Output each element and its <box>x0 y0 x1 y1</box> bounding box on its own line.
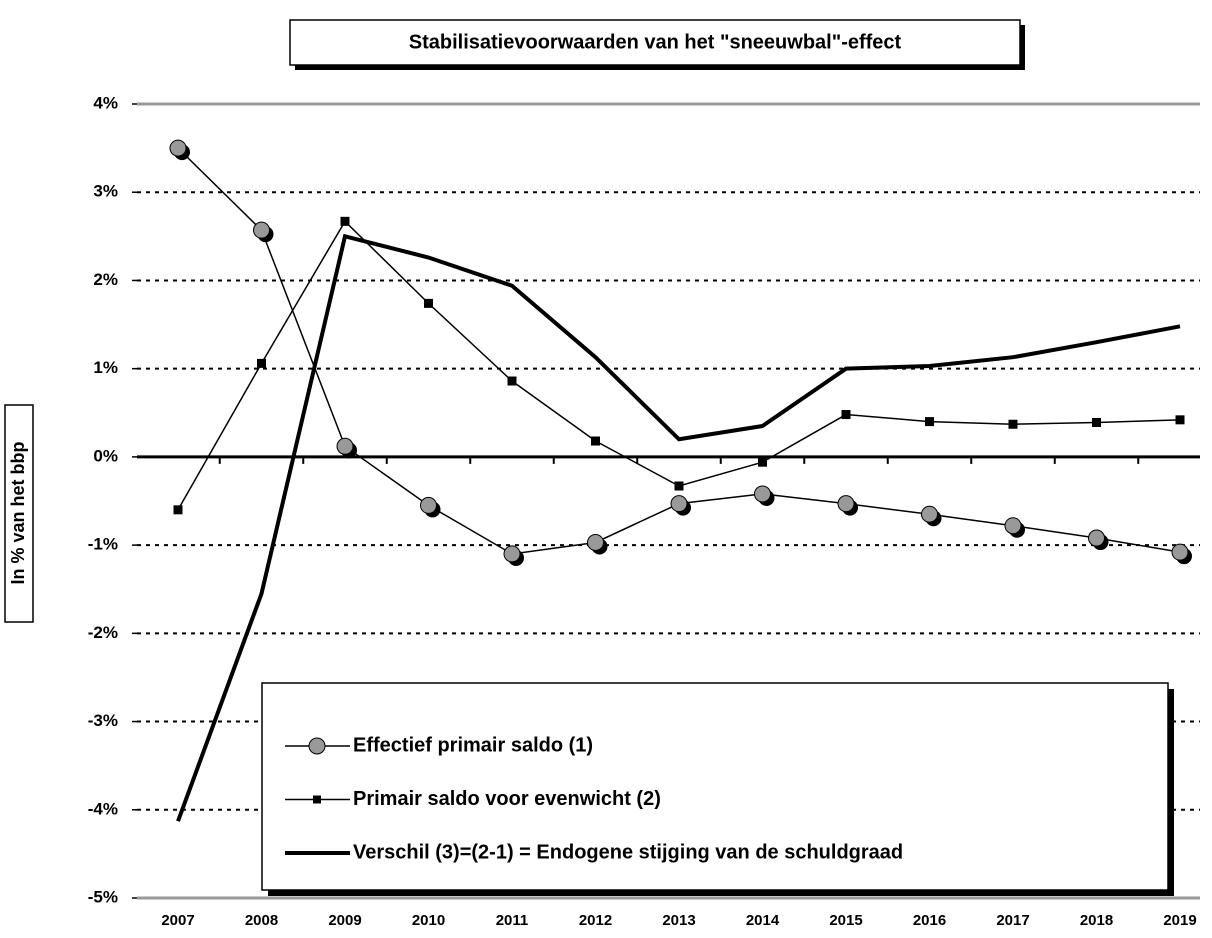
marker <box>591 436 600 446</box>
marker <box>587 533 604 551</box>
marker <box>1088 529 1105 547</box>
marker <box>1004 517 1022 535</box>
marker <box>1008 419 1018 429</box>
marker <box>1092 417 1101 427</box>
marker <box>340 216 350 226</box>
legend <box>261 682 1169 891</box>
marker <box>837 495 855 513</box>
legend-marker <box>313 795 321 804</box>
marker <box>503 545 521 563</box>
marker <box>420 496 437 514</box>
marker <box>169 139 187 157</box>
series-line <box>177 220 1181 511</box>
x-tick-label: 2015 <box>829 912 862 929</box>
y-tick-label: -4% <box>88 799 118 818</box>
x-tick-label: 2013 <box>662 912 695 929</box>
y-tick-label: -1% <box>88 535 118 554</box>
x-tick-label: 2007 <box>161 912 194 929</box>
marker <box>507 376 517 386</box>
x-tick-label: 2012 <box>579 912 612 929</box>
title-box <box>289 19 1021 66</box>
legend-label: Primair saldo voor evenwicht (2) <box>353 788 661 810</box>
y-tick-label: 0% <box>93 446 118 465</box>
y-tick-label: 1% <box>93 358 118 377</box>
marker <box>1175 415 1185 425</box>
y-tick-label: -2% <box>88 623 118 642</box>
x-tick-label: 2010 <box>412 912 445 929</box>
legend-marker <box>308 737 326 755</box>
marker <box>754 485 771 503</box>
y-axis-title: In % van het bbp <box>8 441 28 584</box>
x-tick-label: 2018 <box>1080 912 1113 929</box>
marker <box>670 495 688 513</box>
marker <box>758 457 767 467</box>
y-tick-label: 2% <box>93 270 118 289</box>
marker <box>921 505 938 523</box>
marker <box>336 437 354 455</box>
y-label-box <box>4 404 34 623</box>
x-tick-label: 2011 <box>496 912 529 929</box>
x-tick-label: 2019 <box>1163 912 1196 929</box>
series-line <box>177 147 1181 555</box>
marker <box>173 505 183 515</box>
marker <box>257 358 266 368</box>
legend-label: Effectief primair saldo (1) <box>353 734 593 756</box>
marker <box>1171 543 1189 561</box>
x-tick-label: 2009 <box>328 912 361 929</box>
y-tick-label: -3% <box>88 711 118 730</box>
marker <box>424 298 433 308</box>
x-tick-label: 2014 <box>746 912 780 929</box>
x-tick-label: 2008 <box>245 912 278 929</box>
marker <box>253 221 270 239</box>
y-tick-label: -5% <box>88 887 118 906</box>
y-tick-label: 3% <box>93 182 118 201</box>
x-tick-label: 2017 <box>996 912 1029 929</box>
legend-label: Verschil (3)=(2-1) = Endogene stijging v… <box>353 841 903 863</box>
series-line <box>176 233 1181 822</box>
marker <box>841 410 851 420</box>
y-tick-label: 4% <box>93 93 118 112</box>
marker <box>925 417 934 427</box>
x-tick-label: 2016 <box>913 912 946 929</box>
chart-title: Stabilisatievoorwaarden van het "sneeuwb… <box>409 31 902 53</box>
marker <box>674 481 684 491</box>
